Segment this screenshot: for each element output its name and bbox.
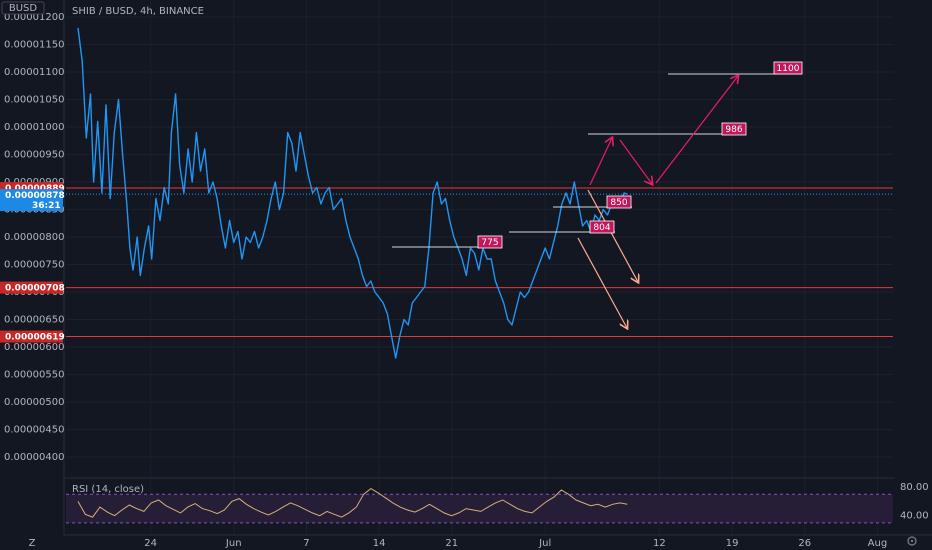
svg-text:BUSD: BUSD [9, 3, 38, 14]
y-tick-label: 0.00001100 [4, 67, 64, 78]
bullish-path-arrow-1 [589, 138, 612, 186]
y-tick-label: 0.00000750 [4, 260, 64, 271]
price-series-line [77, 27, 628, 359]
tag-804: 804 [589, 220, 615, 234]
y-tick-label: 0.00000400 [4, 452, 64, 463]
bottom-left-icon[interactable]: Z [29, 538, 36, 549]
bearish-path-arrow-1 [587, 189, 638, 282]
time-axis[interactable]: 24 Jun 7 14 21 Jul 12 19 26 Aug [144, 538, 887, 549]
svg-text:986: 986 [725, 125, 742, 135]
level-label-bg [0, 281, 63, 294]
bearish-path-arrow-2 [577, 237, 627, 328]
rsi-title: RSI (14, close) [72, 484, 144, 495]
y-tick-label: 0.00000600 [4, 342, 64, 353]
right-axis-panel [0, 0, 64, 550]
y-tick-label: 0.00000550 [4, 370, 64, 381]
support-levels [66, 187, 893, 338]
tag-850: 850 [606, 195, 632, 209]
x-tick-label: 14 [373, 538, 386, 549]
projection-arrows [577, 76, 738, 328]
svg-text:804: 804 [593, 223, 610, 233]
x-tick-label: 7 [303, 538, 309, 549]
y-tick-label: 0.00001050 [4, 95, 64, 106]
level-label-text: 0.00000708 [5, 284, 65, 294]
countdown-value: 36:21 [32, 201, 61, 211]
tag-775: 775 [477, 235, 503, 249]
rsi-series-line [77, 487, 628, 518]
y-tick-label: 0.00000950 [4, 150, 64, 161]
y-tick-label: 0.00000450 [4, 425, 64, 436]
y-tick-label: 0.00000800 [4, 232, 64, 243]
annotation-tags: 1100 986 850 804 775 [477, 61, 803, 249]
x-tick-label: 24 [144, 538, 157, 549]
chart-title: SHIB / BUSD, 4h, BINANCE [72, 6, 204, 17]
svg-text:775: 775 [481, 238, 498, 248]
current-price-value: 0.00000878 [5, 191, 65, 201]
tag-986: 986 [721, 122, 747, 136]
x-tick-label: Aug [868, 538, 888, 549]
x-tick-label: Jun [225, 538, 242, 549]
level-label-text: 0.00000619 [5, 333, 65, 343]
y-tick-label: 0.00001000 [4, 122, 64, 133]
x-tick-label: 19 [726, 538, 739, 549]
svg-text:1100: 1100 [777, 64, 800, 74]
rsi-tick-label: 40.00 [900, 511, 929, 522]
current-price-label: 0.00000878 36:21 [0, 189, 65, 212]
svg-text:850: 850 [610, 198, 627, 208]
y-tick-label: 0.00001150 [4, 40, 64, 51]
rsi-band [66, 494, 893, 523]
bullish-path-arrow-3 [655, 76, 738, 184]
symbol-badge[interactable]: BUSD [1, 1, 45, 15]
bullish-path-arrow-2 [619, 139, 652, 184]
settings-gear-icon[interactable] [907, 536, 917, 546]
y-tick-label: 0.00001200 [4, 12, 64, 23]
x-tick-label: 21 [445, 538, 458, 549]
level-label-text: 0.00000889 [5, 184, 65, 194]
x-tick-label: 26 [798, 538, 811, 549]
y-tick-label: 0.00000500 [4, 397, 64, 408]
rsi-panel: RSI (14, close) 80.00 40.00 [0, 477, 929, 524]
level-label-bg [0, 330, 63, 343]
rsi-tick-label: 80.00 [900, 482, 929, 493]
x-tick-label: Jul [538, 538, 551, 549]
x-tick-label: 12 [653, 538, 666, 549]
price-line-layer [77, 27, 628, 359]
y-tick-label: 0.00000650 [4, 315, 64, 326]
tag-1100: 1100 [773, 61, 803, 75]
